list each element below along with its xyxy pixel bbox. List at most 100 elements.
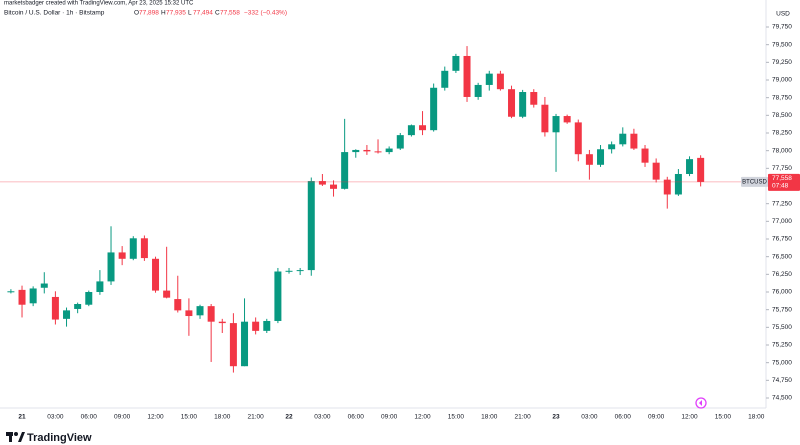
candle-body	[140, 238, 148, 259]
candle-body	[463, 55, 471, 97]
y-tick-label: 74,500	[772, 395, 792, 402]
candle-body	[608, 144, 616, 150]
candle-body	[163, 290, 171, 298]
y-tick-label: 76,250	[772, 271, 792, 278]
candle-body	[541, 104, 549, 133]
candle-body	[363, 149, 371, 152]
x-tick-label: 12:00	[147, 414, 164, 421]
candle-body	[318, 181, 326, 185]
y-tick-label: 75,750	[772, 306, 792, 313]
candle-body	[7, 291, 15, 293]
ohlc-value: 77,898	[139, 10, 159, 17]
candle-body	[341, 152, 349, 189]
y-tick-label: 78,500	[772, 112, 792, 119]
x-tick-label: 09:00	[114, 414, 131, 421]
currency: USD	[776, 11, 790, 18]
candle-body	[274, 271, 282, 321]
candle-body	[374, 151, 382, 153]
candle-body	[552, 116, 560, 133]
candle-body	[452, 55, 460, 71]
ohlc-value: 77,558	[220, 10, 240, 17]
candle-body	[85, 292, 93, 305]
credit: marketsbadger created with TradingView.c…	[4, 1, 194, 7]
candle-body	[619, 133, 627, 145]
x-tick-label: 18:00	[214, 414, 231, 421]
x-tick-label: 15:00	[448, 414, 465, 421]
candle-body	[686, 159, 694, 174]
candle-body	[630, 133, 638, 149]
candle-body	[252, 321, 260, 331]
candle-body	[641, 148, 649, 163]
candle-body	[285, 270, 293, 272]
candle-body	[519, 92, 527, 117]
candle-body	[96, 281, 104, 293]
candle-body	[563, 116, 571, 123]
y-tick-label: 75,000	[772, 359, 792, 366]
ohlc-key: H	[161, 10, 166, 17]
candle-body	[29, 288, 37, 304]
symbol-box	[741, 176, 768, 187]
candle-body	[218, 321, 226, 324]
y-tick-label: 79,750	[772, 24, 792, 31]
candle-body	[174, 299, 182, 311]
x-tick-label: 22	[285, 414, 293, 421]
x-tick-label: 15:00	[181, 414, 198, 421]
y-tick-label: 78,250	[772, 130, 792, 137]
candle-body	[229, 323, 237, 367]
logo	[6, 432, 25, 442]
y-tick-label: 78,000	[772, 147, 792, 154]
candle-body	[307, 181, 315, 271]
x-tick-label: 09:00	[381, 414, 398, 421]
y-tick-label: 79,250	[772, 59, 792, 66]
ohlc-key: L	[188, 10, 192, 17]
symbol-label: BTCUSD	[742, 179, 767, 185]
candle-body	[385, 148, 393, 153]
y-tick-label: 77,250	[772, 200, 792, 207]
y-tick-label: 75,500	[772, 324, 792, 331]
candle-body	[674, 173, 682, 195]
candle-body	[574, 122, 582, 155]
price-box	[768, 173, 800, 191]
candle-body	[107, 252, 115, 282]
candle-body	[74, 304, 82, 309]
candle-body	[207, 306, 215, 322]
candle-body	[263, 320, 271, 331]
candle-body	[352, 149, 360, 153]
symbol: Bitcoin / U.S. Dollar · 1h · Bitstamp	[4, 10, 105, 17]
ohlc-change: −332 (−0.43%)	[244, 10, 287, 17]
candle-body	[40, 283, 48, 288]
ohlc-value: 77,494	[193, 10, 213, 17]
x-tick-label: 12:00	[414, 414, 431, 421]
y-tick-label: 74,750	[772, 377, 792, 384]
countdown-label: 07:48	[772, 183, 789, 190]
x-tick-label: 23	[552, 414, 560, 421]
candle-body	[152, 258, 160, 291]
candle-body	[407, 125, 415, 136]
candle-body	[118, 252, 126, 259]
x-tick-label: 06:00	[615, 414, 632, 421]
x-tick-label: 09:00	[648, 414, 665, 421]
candle-body	[441, 70, 449, 88]
x-tick-label: 21:00	[515, 414, 532, 421]
candle-body	[196, 306, 204, 316]
candle-body	[597, 149, 605, 165]
candle-body	[474, 84, 482, 97]
candle-body	[185, 310, 193, 317]
candle-body	[652, 162, 660, 180]
y-tick-label: 78,750	[772, 94, 792, 101]
y-tick-label: 77,750	[772, 165, 792, 172]
ohlc-legend: O 77,898 H 77,935 L 77,494 C 77,558 −332 (−0.43%…	[134, 10, 287, 17]
y-tick-label: 76,750	[772, 236, 792, 243]
x-tick-label: 18:00	[748, 414, 765, 421]
ohlc-value: 77,935	[166, 10, 186, 17]
x-tick-label: 18:00	[481, 414, 498, 421]
candle-body	[129, 238, 137, 259]
candle-body	[18, 289, 26, 305]
candle-body	[508, 89, 516, 117]
ohlc-key: O	[134, 10, 139, 17]
x-tick-label: 03:00	[314, 414, 331, 421]
candle-body	[585, 154, 593, 165]
replay-icon[interactable]	[695, 397, 707, 409]
y-tick-label: 79,000	[772, 77, 792, 84]
